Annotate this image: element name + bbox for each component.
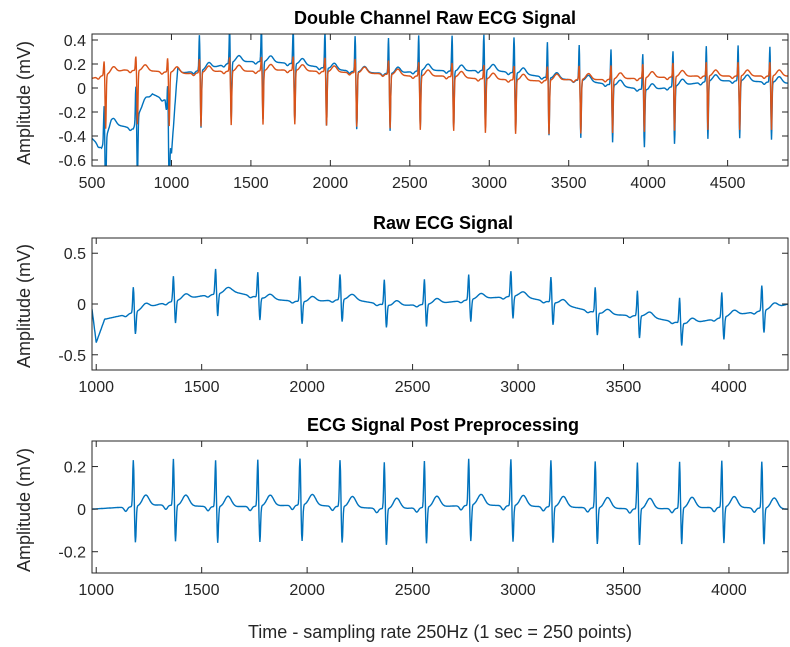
series-line-1 bbox=[92, 34, 788, 166]
x-tick-label: 1000 bbox=[154, 175, 190, 192]
plot-area: 1000 1500 2000 2500 3000 3500 4000 0.2 0 -0.2 bbox=[58, 440, 789, 599]
x-tick-label: 1000 bbox=[78, 582, 114, 599]
x-tick-label: 2000 bbox=[313, 175, 349, 192]
axes-box bbox=[91, 33, 789, 167]
x-tick-label: 4500 bbox=[710, 175, 746, 192]
x-tick-label: 2500 bbox=[392, 175, 428, 192]
y-tick-label: -0.5 bbox=[58, 348, 86, 365]
x-tick-label: 1000 bbox=[78, 379, 114, 396]
raw-ecg-panel: Raw ECG Signal Amplitude (mV) 1000 1500 20… bbox=[14, 213, 789, 396]
plot-area: 500 1000 1500 2000 2500 3000 3500 4000 4500 0.4 0.… bbox=[58, 33, 789, 192]
x-tick-label: 1500 bbox=[184, 379, 220, 396]
series-line-1 bbox=[92, 458, 788, 545]
x-tick-label: 1500 bbox=[233, 175, 269, 192]
y-tick-label: 0.2 bbox=[64, 57, 86, 74]
x-tick-label: 2500 bbox=[395, 582, 431, 599]
y-tick-label: 0 bbox=[77, 81, 86, 98]
series-line-2 bbox=[92, 56, 788, 135]
x-tick-label: 2500 bbox=[395, 379, 431, 396]
x-axis-label: Time - sampling rate 250Hz (1 sec = 250 … bbox=[248, 622, 632, 642]
x-tick-label: 3000 bbox=[471, 175, 507, 192]
y-tick-label: -0.2 bbox=[58, 545, 86, 562]
x-tick-label: 500 bbox=[79, 175, 106, 192]
y-tick-label: -0.6 bbox=[58, 153, 86, 170]
x-tick-label: 1500 bbox=[184, 582, 220, 599]
y-tick-label: 0.4 bbox=[64, 33, 86, 50]
panel-title: Double Channel Raw ECG Signal bbox=[294, 8, 576, 28]
x-tick-label: 3500 bbox=[606, 582, 642, 599]
x-tick-label: 4000 bbox=[630, 175, 666, 192]
preprocessed-ecg-panel: ECG Signal Post Preprocessing Amplitude … bbox=[14, 415, 789, 599]
x-tick-label: 4000 bbox=[711, 582, 747, 599]
y-axis-label: Amplitude (mV) bbox=[14, 448, 34, 572]
y-tick-label: -0.2 bbox=[58, 105, 86, 122]
x-tick-label: 2000 bbox=[289, 379, 325, 396]
y-axis-label: Amplitude (mV) bbox=[14, 244, 34, 368]
panel-title: ECG Signal Post Preprocessing bbox=[307, 415, 579, 435]
x-tick-label: 3500 bbox=[606, 379, 642, 396]
x-tick-label: 3000 bbox=[500, 379, 536, 396]
x-tick-label: 3500 bbox=[551, 175, 587, 192]
y-tick-label: 0.2 bbox=[64, 460, 86, 477]
panel-title: Raw ECG Signal bbox=[373, 213, 513, 233]
double-channel-panel: Double Channel Raw ECG Signal Amplitude … bbox=[14, 8, 789, 192]
axes-box bbox=[91, 440, 789, 574]
x-tick-label: 2000 bbox=[289, 582, 325, 599]
y-tick-label: -0.4 bbox=[58, 129, 86, 146]
y-tick-label: 0 bbox=[77, 502, 86, 519]
series-line-1 bbox=[92, 268, 788, 346]
y-axis-label: Amplitude (mV) bbox=[14, 41, 34, 165]
x-tick-label: 3000 bbox=[500, 582, 536, 599]
x-tick-label: 4000 bbox=[711, 379, 747, 396]
plot-area: 1000 1500 2000 2500 3000 3500 4000 0.5 0 -0.5 bbox=[58, 237, 789, 396]
y-tick-label: 0 bbox=[77, 297, 86, 314]
y-tick-label: 0.5 bbox=[64, 246, 86, 263]
